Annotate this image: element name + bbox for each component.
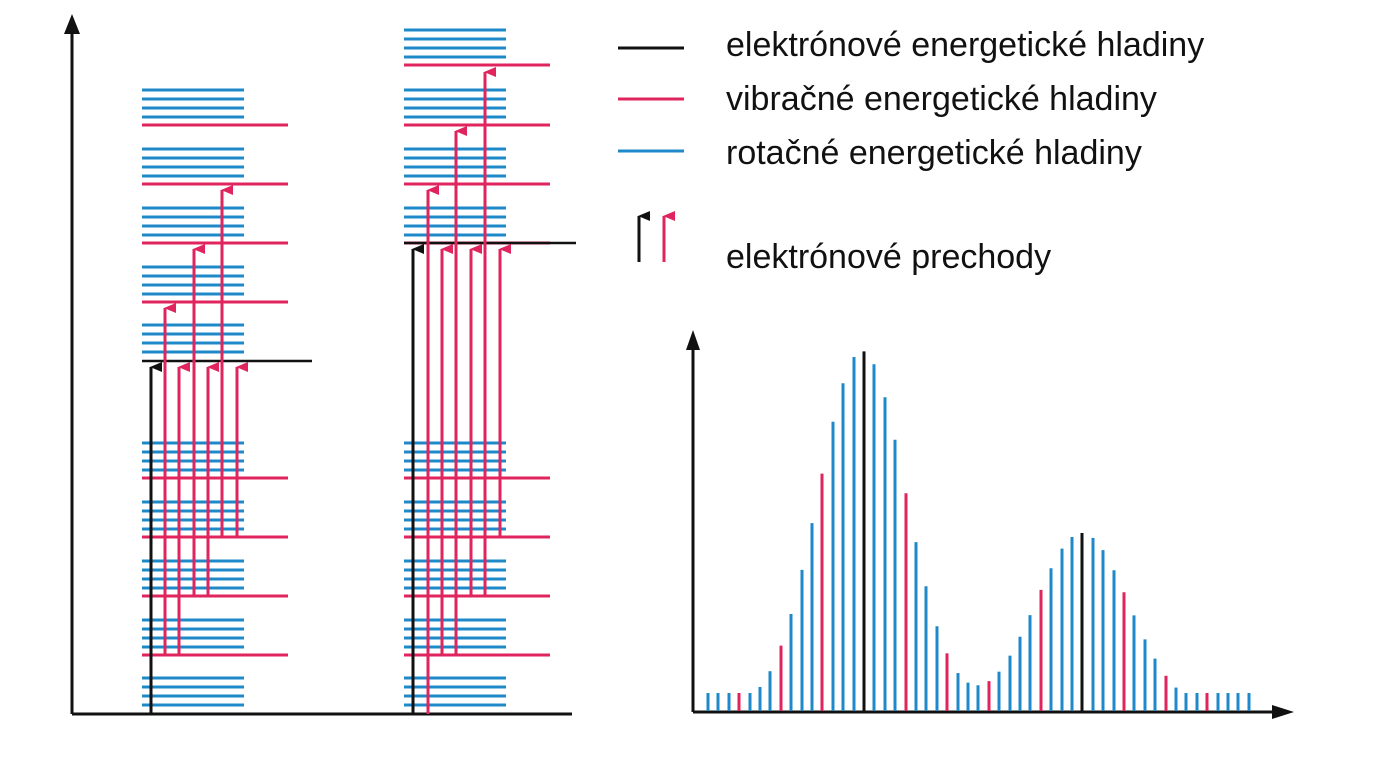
spectrum-axis-vertical-arrowhead [686, 330, 700, 350]
spectrum-axes [686, 330, 1294, 719]
molecule-2-levels [404, 28, 576, 707]
legend-rotational-levels: rotačné energetické hladiny [726, 134, 1142, 172]
energy-axis-arrowhead [64, 14, 80, 34]
molecule-1-levels [142, 88, 312, 707]
up-arrows-icon [637, 211, 675, 262]
legend: elektrónové energetické hladiny vibračné… [618, 26, 1204, 276]
electronic-transitions [149, 67, 511, 714]
spectrum-axis-horizontal-arrowhead [1272, 705, 1294, 719]
energy-axes [64, 14, 572, 716]
legend-electronic-levels: elektrónové energetické hladiny [726, 26, 1204, 64]
legend-electronic-transitions: elektrónové prechody [726, 238, 1051, 276]
legend-vibrational-levels: vibračné energetické hladiny [726, 80, 1157, 118]
spectrum-lines [706, 351, 1251, 711]
